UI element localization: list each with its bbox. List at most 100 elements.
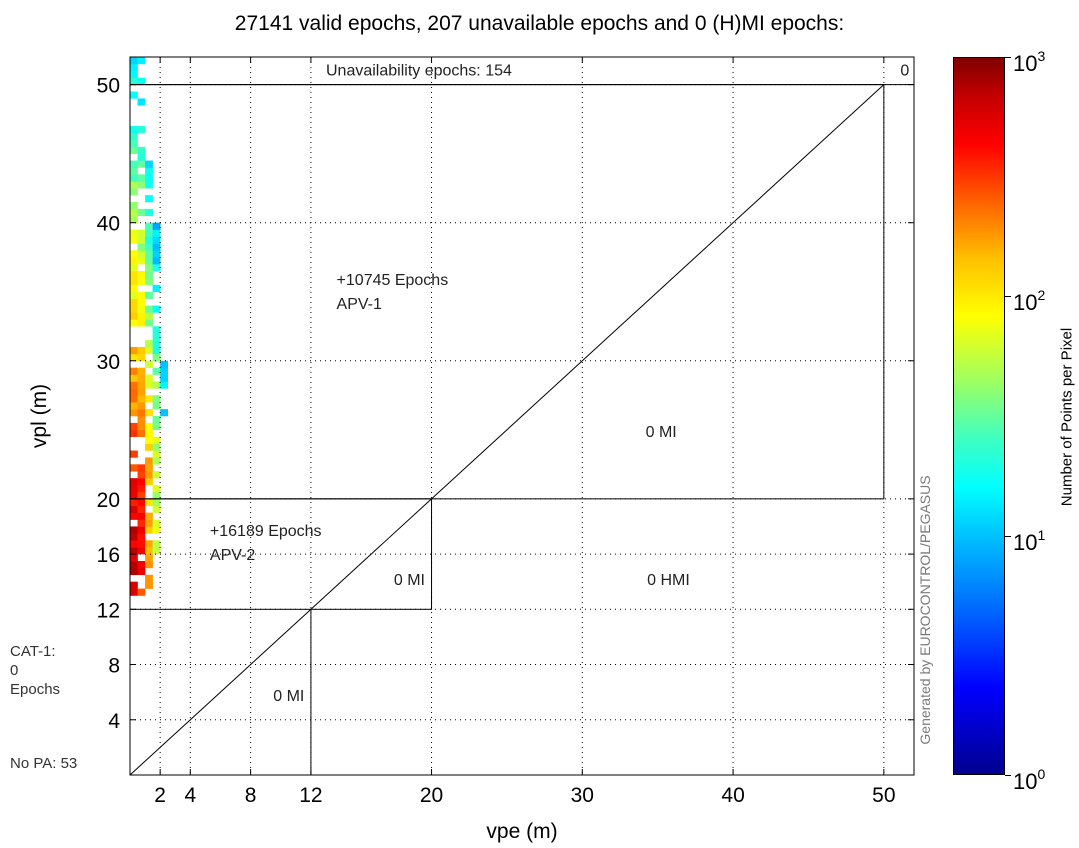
region-label: +10745 Epochs <box>337 272 449 289</box>
heatmap-cell <box>145 560 153 569</box>
heatmap-cell <box>137 498 146 507</box>
heatmap-cell <box>137 429 146 438</box>
heatmap-cell <box>130 271 138 279</box>
heatmap-cell <box>145 250 153 258</box>
heatmap-cell <box>137 512 146 520</box>
heatmap-cell <box>137 388 146 396</box>
colorbar-tick-mark <box>1005 775 1011 776</box>
heatmap-cell <box>137 464 146 472</box>
annotation-label: 0 HMI <box>647 572 690 589</box>
region-box-apv-1 <box>129 84 885 500</box>
heatmap-cell <box>137 98 146 106</box>
heatmap-cell <box>130 540 138 548</box>
colorbar-tick-exponent: 0 <box>1037 766 1046 782</box>
heatmap-cell <box>130 429 138 438</box>
heatmap-cell <box>145 243 153 251</box>
heatmap-cell <box>130 277 138 286</box>
colorbar-tick-mark <box>1005 296 1011 298</box>
annotation-label: 0 <box>900 62 909 79</box>
heatmap-cell <box>145 409 153 417</box>
heatmap-cell <box>145 195 153 203</box>
heatmap-cell <box>130 63 138 72</box>
heatmap-cell <box>130 395 138 403</box>
y-axis-label: vpl (m) <box>28 384 51 448</box>
heatmap-cell <box>152 367 161 375</box>
colorbar-tick-mark <box>1005 535 1011 537</box>
heatmap-cell <box>152 264 161 272</box>
heatmap-cell <box>137 312 146 320</box>
heatmap-cell <box>137 153 146 161</box>
heatmap-cell <box>137 402 146 410</box>
heatmap-cell <box>137 181 146 189</box>
heatmap-cell <box>137 588 146 596</box>
y-tick-label: 30 <box>97 351 120 374</box>
heatmap-cell <box>130 381 138 389</box>
watermark: Generated by EUROCONTROL/PEGASUS <box>917 475 933 745</box>
heatmap-cell <box>130 91 138 99</box>
heatmap-cell <box>130 215 138 223</box>
heatmap-cell <box>130 70 138 79</box>
heatmap-cell <box>152 395 161 403</box>
chart-title: 27141 valid epochs, 207 unavailable epoc… <box>234 12 845 35</box>
heatmap-cell <box>145 181 153 189</box>
heatmap-cell <box>160 360 168 368</box>
heatmap-cell <box>145 319 153 327</box>
heatmap-cell <box>130 181 138 189</box>
heatmap-cell <box>152 498 161 507</box>
heatmap-cell <box>145 236 153 244</box>
x-axis-label: vpe (m) <box>486 820 557 843</box>
heatmap-cell <box>137 174 146 182</box>
heatmap-cell <box>130 291 138 299</box>
heatmap-cell <box>152 443 161 451</box>
heatmap-cell <box>145 422 153 431</box>
heatmap-cell <box>137 236 146 244</box>
heatmap-cell <box>137 243 146 251</box>
heatmap-cell <box>137 208 146 217</box>
heatmap-cell <box>137 416 146 424</box>
colorbar-tick-mark <box>1005 57 1011 58</box>
heatmap-cell <box>130 146 138 154</box>
heatmap-cell <box>130 229 138 237</box>
heatmap-cell <box>130 450 138 458</box>
heatmap-cell <box>152 416 161 424</box>
region-label: APV-2 <box>210 547 255 564</box>
colorbar-tick-base: 10 <box>1013 769 1038 794</box>
heatmap-cell <box>137 277 146 286</box>
annotation-label: 0 MI <box>394 572 425 589</box>
heatmap-cell <box>130 554 138 562</box>
heatmap-cell <box>152 340 161 348</box>
heatmap-cell <box>137 478 146 486</box>
y-tick-label: 16 <box>97 544 120 567</box>
heatmap-cell <box>130 319 138 327</box>
heatmap-cell <box>137 547 146 555</box>
colorbar-tick-label: 103 <box>1013 44 1045 76</box>
heatmap-cell <box>137 374 146 382</box>
x-tick-label: 4 <box>184 784 196 807</box>
heatmap-cell <box>130 312 138 320</box>
heatmap-cell <box>160 374 168 382</box>
heatmap-cell <box>130 547 138 555</box>
heatmap-cell <box>145 208 153 217</box>
heatmap-cell <box>160 367 168 375</box>
heatmap-cell <box>160 381 168 389</box>
heatmap-cell <box>152 485 161 493</box>
heatmap-cell <box>137 160 146 168</box>
y-tick-label: 8 <box>108 655 120 678</box>
heatmap-cell <box>152 381 161 389</box>
heatmap-cell <box>137 422 146 431</box>
heatmap-cell <box>152 471 161 479</box>
heatmap-cell <box>145 257 153 265</box>
heatmap-cell <box>130 464 138 472</box>
plot-annotations: Unavailability epochs: 154 0 0 MI 0 MI 0 HMI… <box>210 62 910 704</box>
heatmap-cell <box>137 395 146 403</box>
y-tick-label: 12 <box>97 599 120 622</box>
x-tick-label: 8 <box>245 784 257 807</box>
heatmap-cell <box>145 581 153 589</box>
heatmap-cell <box>145 346 153 355</box>
heatmap-cell <box>152 236 161 244</box>
heatmap-cell <box>152 547 161 555</box>
heatmap-cell <box>130 298 138 306</box>
heatmap-cell <box>152 243 161 251</box>
heatmap-layer <box>130 57 168 596</box>
annotation-label: 0 MI <box>273 688 304 705</box>
